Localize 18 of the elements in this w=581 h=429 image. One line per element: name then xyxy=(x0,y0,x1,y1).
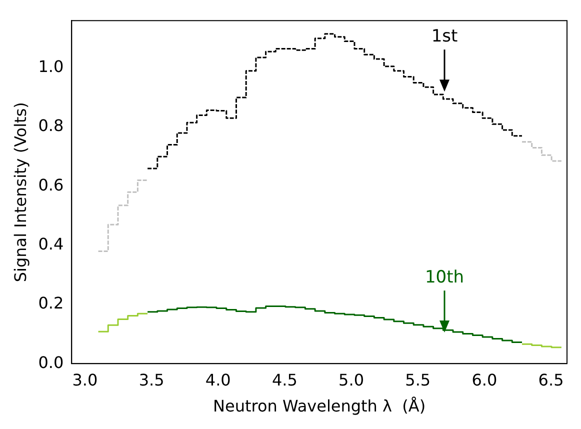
annotation: 1st xyxy=(431,26,458,46)
x-tick-label: 4.5 xyxy=(272,370,298,390)
x-tick-label: 6.5 xyxy=(538,370,564,390)
x-tick-label: 4.0 xyxy=(205,370,231,390)
y-tick-label: 0.4 xyxy=(38,234,64,254)
x-axis-title: Neutron Wavelength λ (Å) xyxy=(213,396,426,416)
x-tick-label: 3.0 xyxy=(72,370,98,390)
y-axis-title: Signal Intensity (Volts) xyxy=(10,102,30,282)
x-tick-label: 3.5 xyxy=(138,370,164,390)
x-tick-label: 5.0 xyxy=(338,370,364,390)
x-tick-label: 6.0 xyxy=(472,370,498,390)
y-tick-label: 0.8 xyxy=(38,116,64,136)
y-tick-label: 1.0 xyxy=(38,57,64,76)
x-tick-label: 5.5 xyxy=(405,370,431,390)
y-tick-label: 0.6 xyxy=(38,175,64,194)
y-tick-label: 0.0 xyxy=(38,352,64,372)
y-tick-label: 0.2 xyxy=(38,294,64,313)
annotation: 10th xyxy=(424,267,464,288)
